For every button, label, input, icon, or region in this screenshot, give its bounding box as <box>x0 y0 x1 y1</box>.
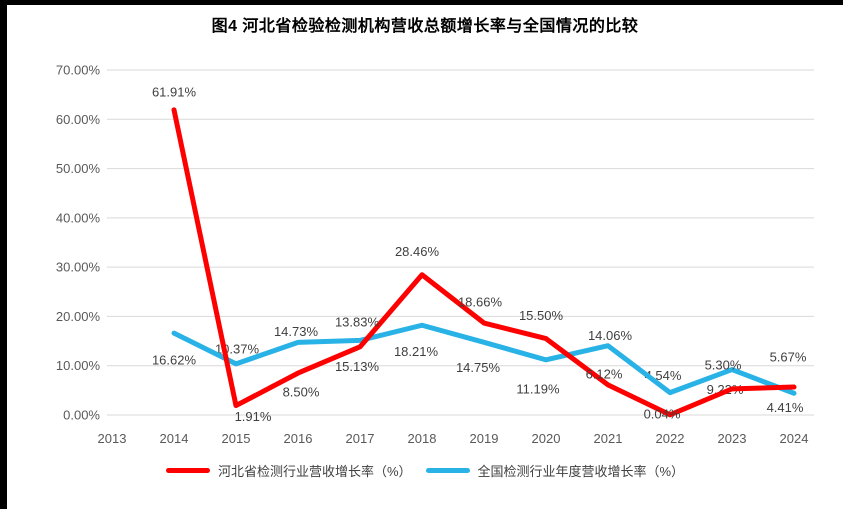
data-label-hebei: 5.67% <box>770 350 807 365</box>
data-label-national: 14.75% <box>456 360 501 375</box>
data-label-hebei: 18.66% <box>458 295 503 310</box>
legend-item-hebei: 河北省检测行业营收增长率（%） <box>165 461 412 480</box>
x-axis-tick-label: 2014 <box>160 431 189 446</box>
blue-line-swatch-icon <box>425 468 470 473</box>
x-axis-tick-label: 2013 <box>98 431 127 446</box>
y-axis-tick-label: 0.00% <box>63 408 100 423</box>
data-label-national: 16.62% <box>152 353 197 368</box>
x-axis-tick-label: 2017 <box>346 431 375 446</box>
data-label-national: 14.06% <box>588 328 633 343</box>
x-axis-tick-label: 2016 <box>284 431 313 446</box>
data-label-hebei: 15.50% <box>519 308 564 323</box>
data-label-hebei: 1.91% <box>235 409 272 424</box>
legend-label-hebei: 河北省检测行业营收增长率（%） <box>217 464 412 479</box>
x-axis-tick-label: 2024 <box>780 431 809 446</box>
x-axis-tick-label: 2023 <box>718 431 747 446</box>
y-axis-tick-label: 50.00% <box>56 161 101 176</box>
x-axis-tick-label: 2022 <box>656 431 685 446</box>
y-axis-tick-label: 60.00% <box>56 112 101 127</box>
x-axis-tick-label: 2021 <box>594 431 623 446</box>
x-axis-tick-label: 2020 <box>532 431 561 446</box>
data-label-hebei: 13.83% <box>335 314 380 329</box>
x-axis-tick-label: 2015 <box>222 431 251 446</box>
y-axis-tick-label: 70.00% <box>56 63 101 78</box>
series-line-national <box>171 322 797 396</box>
data-label-hebei: 28.46% <box>395 244 440 259</box>
legend-label-national: 全国检测行业年度营收增长率（%） <box>477 464 685 479</box>
y-axis-tick-label: 40.00% <box>56 210 101 225</box>
x-axis-tick-label: 2018 <box>408 431 437 446</box>
data-label-national: 18.21% <box>394 344 439 359</box>
data-label-hebei: 5.30% <box>705 357 742 372</box>
data-label-hebei: 61.91% <box>152 84 197 99</box>
data-label-national: 11.19% <box>516 381 560 396</box>
y-axis-tick-label: 30.00% <box>56 260 101 275</box>
data-label-national: 4.41% <box>767 400 804 415</box>
data-label-hebei: 6.12% <box>586 366 623 381</box>
red-line-swatch-icon <box>165 468 210 473</box>
line-chart-canvas: 0.00% 10.00% 20.00% 30.00% 40.00% 50.00% 60.00… <box>56 63 814 446</box>
series-line-hebei <box>171 107 797 418</box>
legend-item-national: 全国检测行业年度营收增长率（%） <box>425 461 685 480</box>
data-label-hebei: 0.04% <box>644 406 681 421</box>
data-label-hebei: 8.50% <box>283 385 320 400</box>
chart-title: 图4 河北省检验检测机构营收总额增长率与全国情况的比较 <box>211 18 639 35</box>
data-label-national: 15.13% <box>335 359 380 374</box>
y-axis-tick-label: 20.00% <box>56 309 101 324</box>
y-axis-tick-label: 10.00% <box>56 358 101 373</box>
x-axis-tick-label: 2019 <box>470 431 499 446</box>
data-label-national: 14.73% <box>274 324 319 339</box>
chart-legend: 河北省检测行业营收增长率（%） 全国检测行业年度营收增长率（%） <box>7 461 843 480</box>
